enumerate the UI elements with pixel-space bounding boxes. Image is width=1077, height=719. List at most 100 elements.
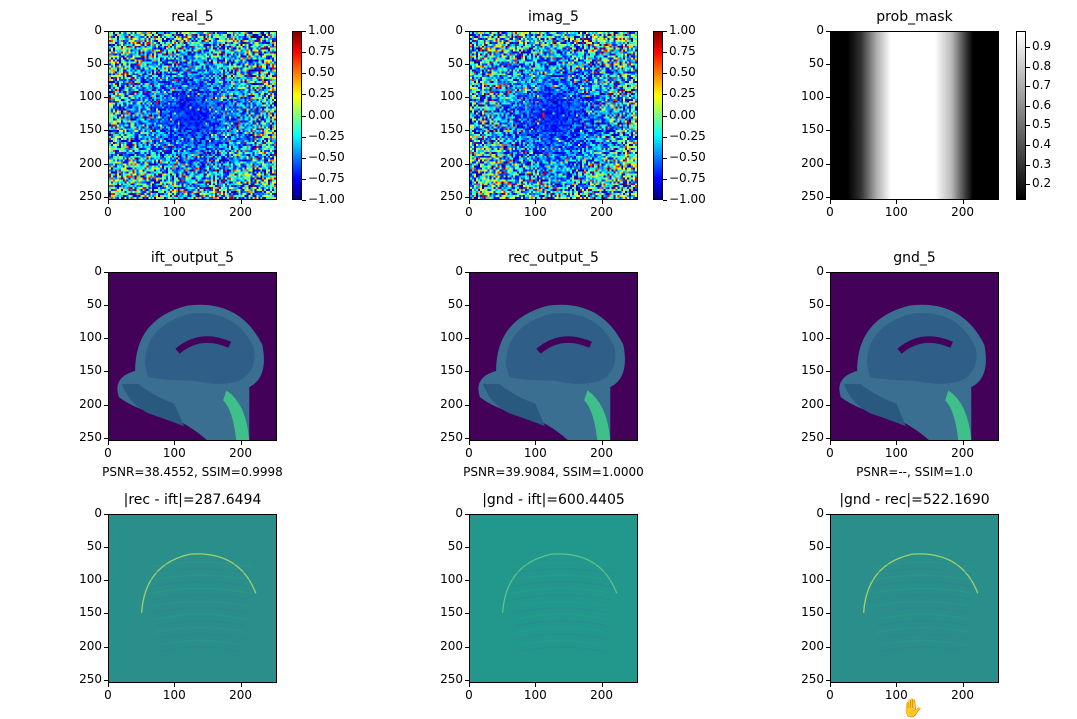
y-tick-label: 100 bbox=[801, 572, 824, 587]
y-tick-mark bbox=[826, 371, 830, 373]
y-tick-mark bbox=[465, 163, 469, 165]
y-tick-mark bbox=[465, 547, 469, 549]
y-tick-mark bbox=[465, 514, 469, 515]
y-tick-label: 250 bbox=[440, 188, 463, 203]
y-tick-label: 0 bbox=[816, 23, 824, 37]
x-tick-label: 200 bbox=[590, 205, 613, 219]
y-tick-mark bbox=[465, 580, 469, 582]
y-tick-mark bbox=[826, 196, 830, 198]
colorbar-tick-label: 0.5 bbox=[1032, 117, 1052, 132]
y-tick-mark bbox=[465, 130, 469, 132]
jet-colorbar bbox=[653, 31, 663, 200]
x-tick-label: 200 bbox=[590, 446, 613, 460]
x-tick-mark bbox=[535, 200, 537, 204]
colorbar-tick-label: 0.50 bbox=[308, 65, 335, 80]
y-tick-mark bbox=[826, 64, 830, 66]
x-tick-mark bbox=[601, 441, 603, 445]
x-tick-label: 100 bbox=[884, 688, 908, 702]
colorbar-tick-label: 0.50 bbox=[669, 65, 696, 80]
x-tick-mark bbox=[240, 441, 242, 445]
x-tick-label: 0 bbox=[104, 205, 112, 219]
colorbar-tick-mark bbox=[302, 94, 306, 96]
y-tick-mark bbox=[465, 613, 469, 615]
y-tick-mark bbox=[104, 338, 108, 340]
colorbar-tick-label: 0.8 bbox=[1032, 58, 1052, 73]
x-tick-label: 100 bbox=[884, 205, 908, 219]
x-tick-mark bbox=[896, 441, 898, 445]
y-tick-mark bbox=[104, 613, 108, 615]
y-tick-mark bbox=[826, 272, 830, 273]
y-tick-mark bbox=[104, 437, 108, 439]
colorbar-tick-label: −1.00 bbox=[669, 192, 706, 206]
colorbar-tick-mark bbox=[1026, 125, 1030, 127]
colorbar-tick-label: 1.00 bbox=[669, 23, 696, 37]
colorbar-tick-label: 0.6 bbox=[1032, 97, 1052, 112]
y-tick-label: 150 bbox=[801, 122, 824, 137]
y-tick-mark bbox=[465, 437, 469, 439]
colorbar-tick-mark bbox=[663, 200, 667, 201]
colorbar-tick-mark bbox=[1026, 184, 1030, 186]
x-tick-mark bbox=[601, 683, 603, 687]
y-tick-label: 150 bbox=[440, 605, 463, 620]
colorbar-tick-mark bbox=[302, 52, 306, 54]
y-tick-label: 50 bbox=[808, 56, 824, 71]
y-tick-mark bbox=[826, 163, 830, 165]
colorbar-tick-mark bbox=[302, 178, 306, 180]
y-tick-label: 200 bbox=[79, 638, 102, 653]
panel-image bbox=[830, 272, 999, 441]
y-tick-label: 250 bbox=[79, 429, 102, 444]
colorbar-tick-mark bbox=[302, 73, 306, 75]
x-tick-label: 0 bbox=[465, 205, 473, 219]
y-tick-label: 0 bbox=[455, 23, 463, 37]
colorbar-tick-mark bbox=[1026, 86, 1030, 88]
colorbar-tick-mark bbox=[663, 136, 667, 138]
colorbar-tick-mark bbox=[302, 115, 306, 117]
colorbar-tick-label: −0.25 bbox=[669, 128, 706, 143]
x-tick-label: 100 bbox=[162, 688, 186, 702]
x-tick-mark bbox=[174, 441, 176, 445]
x-tick-label: 100 bbox=[162, 446, 186, 460]
colorbar-tick-mark bbox=[1026, 47, 1030, 48]
y-tick-label: 0 bbox=[94, 23, 102, 37]
colorbar-tick-mark bbox=[1026, 144, 1030, 146]
y-tick-label: 200 bbox=[801, 396, 824, 411]
x-tick-mark bbox=[962, 683, 964, 687]
colorbar-tick-label: 0.2 bbox=[1032, 176, 1052, 191]
x-tick-label: 100 bbox=[523, 688, 547, 702]
colorbar-tick-label: −0.50 bbox=[308, 149, 345, 164]
x-tick-mark bbox=[240, 683, 242, 687]
y-tick-mark bbox=[826, 31, 830, 32]
panel-title: imag_5 bbox=[528, 9, 579, 25]
colorbar-tick-label: 0.4 bbox=[1032, 136, 1052, 151]
y-tick-mark bbox=[465, 679, 469, 681]
y-tick-mark bbox=[104, 371, 108, 373]
panel-title: gnd_5 bbox=[893, 250, 936, 266]
y-tick-mark bbox=[465, 31, 469, 32]
y-tick-mark bbox=[104, 547, 108, 549]
metrics-caption: PSNR=--, SSIM=1.0 bbox=[856, 465, 973, 479]
jet-colorbar bbox=[292, 31, 302, 200]
y-tick-label: 150 bbox=[440, 122, 463, 137]
y-tick-label: 200 bbox=[440, 396, 463, 411]
y-tick-label: 250 bbox=[801, 671, 824, 686]
panel-title: prob_mask bbox=[876, 9, 953, 25]
y-tick-mark bbox=[465, 646, 469, 648]
y-tick-mark bbox=[104, 404, 108, 406]
y-tick-label: 250 bbox=[801, 188, 824, 203]
x-tick-label: 200 bbox=[951, 446, 974, 460]
y-tick-mark bbox=[465, 196, 469, 198]
colorbar-tick-label: −0.75 bbox=[669, 170, 706, 185]
y-tick-label: 200 bbox=[801, 638, 824, 653]
y-tick-label: 50 bbox=[808, 539, 824, 554]
y-tick-mark bbox=[104, 679, 108, 681]
colorbar-tick-mark bbox=[1026, 164, 1030, 166]
metrics-caption: PSNR=38.4552, SSIM=0.9998 bbox=[102, 465, 283, 479]
x-tick-label: 0 bbox=[104, 688, 112, 702]
metrics-caption: PSNR=39.9084, SSIM=1.0000 bbox=[463, 465, 644, 479]
y-tick-label: 0 bbox=[455, 506, 463, 520]
y-tick-label: 100 bbox=[79, 89, 102, 104]
y-tick-label: 0 bbox=[455, 264, 463, 278]
y-tick-mark bbox=[104, 31, 108, 32]
panel-image bbox=[469, 272, 638, 441]
y-tick-mark bbox=[465, 338, 469, 340]
